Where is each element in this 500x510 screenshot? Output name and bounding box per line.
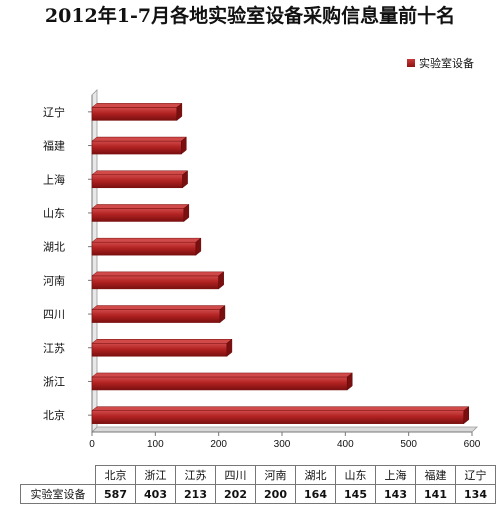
bar-top-face xyxy=(91,204,190,209)
category-label: 北京 xyxy=(43,408,65,422)
bar xyxy=(91,208,185,222)
bar xyxy=(91,376,348,391)
data-table-value: 143 xyxy=(375,484,416,504)
category-label: 四川 xyxy=(43,308,65,321)
bar-top-face xyxy=(91,339,233,344)
data-table-header-row: 北京 浙江 江苏 四川 河南 湖北 山东 上海 福建 辽宁 xyxy=(20,465,496,485)
bar-end-face xyxy=(218,271,224,290)
x-tick-label: 0 xyxy=(89,439,95,450)
data-table-value: 134 xyxy=(455,484,496,504)
bar-end-face xyxy=(463,406,470,425)
x-tick-label: 400 xyxy=(337,439,354,450)
bar xyxy=(91,342,228,357)
legend-swatch xyxy=(407,59,415,67)
category-label: 辽宁 xyxy=(43,105,65,119)
bar-top-face xyxy=(91,305,226,310)
data-table-value: 587 xyxy=(95,484,136,504)
bar xyxy=(91,241,197,256)
bar-top-face xyxy=(91,406,470,411)
data-table-corner xyxy=(20,465,96,485)
x-tick-label: 100 xyxy=(147,439,164,450)
bar xyxy=(91,107,178,121)
plot-floor xyxy=(91,426,478,433)
data-table: 北京 浙江 江苏 四川 河南 湖北 山东 上海 福建 辽宁 实验室设备 587 403 213 202 2… xyxy=(20,465,496,504)
bar-top-face xyxy=(91,136,188,142)
bar-end-face xyxy=(346,372,353,391)
data-table-category: 上海 xyxy=(375,465,416,485)
x-tick-label: 600 xyxy=(464,439,481,450)
category-label: 浙江 xyxy=(43,375,65,388)
data-table-value: 403 xyxy=(135,484,176,504)
data-table-value-row: 实验室设备 587 403 213 202 200 164 145 143 141 134 xyxy=(20,484,496,504)
data-table-value: 141 xyxy=(415,484,456,504)
bar xyxy=(91,309,221,323)
data-table-category: 福建 xyxy=(415,465,456,485)
data-table-category: 辽宁 xyxy=(455,465,496,485)
category-label: 福建 xyxy=(43,139,65,153)
bar-top-face xyxy=(91,271,225,277)
data-table-category: 江苏 xyxy=(175,465,216,485)
data-table-value: 202 xyxy=(215,484,256,504)
data-table-category: 北京 xyxy=(95,465,136,485)
data-table-category: 湖北 xyxy=(295,465,336,485)
data-table-series-name: 实验室设备 xyxy=(20,484,96,504)
x-tick-label: 300 xyxy=(274,439,291,450)
bar-top-face xyxy=(91,372,353,378)
legend-label: 实验室设备 xyxy=(419,57,474,70)
bar xyxy=(91,410,465,424)
plot-area: 0 100 200 300 400 500 600 北京 浙江 江苏 四川 河南 湖北 山东 上海 福建 辽宁 xyxy=(43,89,481,450)
data-table-value: 213 xyxy=(175,484,216,504)
category-label: 上海 xyxy=(43,172,65,186)
bar-end-face xyxy=(183,203,190,222)
category-label: 河南 xyxy=(43,274,65,287)
bar-top-face xyxy=(91,170,189,175)
category-label: 湖北 xyxy=(43,241,65,254)
bar-top-face xyxy=(91,103,183,108)
bar-end-face xyxy=(226,338,233,357)
chart-title: 2012年1-7月各地实验室设备采购信息量前十名 xyxy=(44,5,456,27)
bar-end-face xyxy=(219,305,226,324)
data-table-value: 200 xyxy=(255,484,296,504)
data-table-category: 浙江 xyxy=(135,465,176,485)
bar-end-face xyxy=(181,136,187,155)
category-label: 山东 xyxy=(43,207,65,220)
x-tick-label: 200 xyxy=(210,439,227,450)
bar xyxy=(91,275,219,290)
category-label: 江苏 xyxy=(43,342,65,355)
data-table-value: 164 xyxy=(295,484,336,504)
bar-top-face xyxy=(91,237,202,243)
bar-end-face xyxy=(176,102,183,121)
x-tick-label: 500 xyxy=(400,439,417,450)
bar xyxy=(91,140,182,155)
data-table-category: 四川 xyxy=(215,465,256,485)
bar-end-face xyxy=(182,170,188,189)
bar-end-face xyxy=(195,237,202,256)
data-table-category: 山东 xyxy=(335,465,376,485)
data-table-value: 145 xyxy=(335,484,376,504)
data-table-category: 河南 xyxy=(255,465,296,485)
bar xyxy=(91,174,183,189)
legend: 实验室设备 xyxy=(407,55,474,71)
